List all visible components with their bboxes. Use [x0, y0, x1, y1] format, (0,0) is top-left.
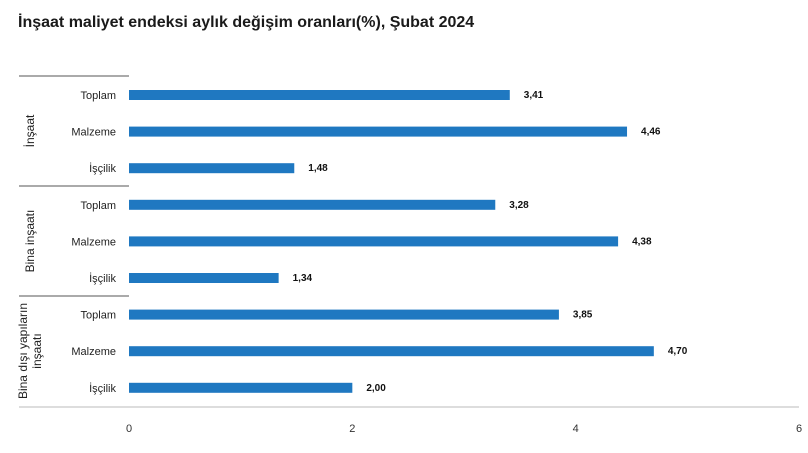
value-label: 1,34	[293, 273, 313, 284]
group-label: inşaatı	[30, 333, 44, 368]
x-tick-label: 0	[126, 423, 132, 435]
group-label: Bina dışı yapıların	[16, 303, 30, 399]
value-label: 3,85	[573, 310, 593, 321]
category-label: Malzeme	[71, 236, 116, 248]
bar	[129, 163, 295, 174]
category-label: Malzeme	[71, 346, 116, 358]
value-label: 4,46	[641, 127, 661, 138]
category-label: Toplam	[81, 200, 116, 212]
bar	[129, 236, 619, 247]
x-tick-label: 6	[796, 423, 802, 435]
category-label: İşçilik	[89, 162, 116, 175]
category-label: İşçilik	[89, 272, 116, 285]
x-tick-label: 4	[573, 423, 579, 435]
chart-title: İnşaat maliyet endeksi aylık değişim ora…	[18, 14, 475, 31]
bar	[129, 199, 496, 210]
bar	[129, 309, 559, 320]
category-label: İşçilik	[89, 382, 116, 395]
category-label: Toplam	[81, 310, 116, 322]
category-label: Toplam	[81, 90, 116, 102]
value-label: 4,38	[632, 236, 652, 247]
bar	[129, 346, 654, 357]
x-tick-label: 2	[349, 423, 355, 435]
value-label: 2,00	[366, 383, 386, 394]
bar	[129, 273, 279, 283]
category-label: Malzeme	[71, 127, 116, 139]
bar	[129, 90, 510, 100]
bar	[129, 126, 628, 137]
value-label: 4,70	[668, 346, 688, 357]
value-label: 1,48	[308, 163, 328, 174]
bar	[129, 382, 353, 393]
group-label: İnşaat	[23, 114, 37, 147]
group-label: Bina inşaatı	[23, 210, 37, 273]
value-label: 3,41	[524, 90, 544, 101]
value-label: 3,28	[509, 200, 529, 211]
